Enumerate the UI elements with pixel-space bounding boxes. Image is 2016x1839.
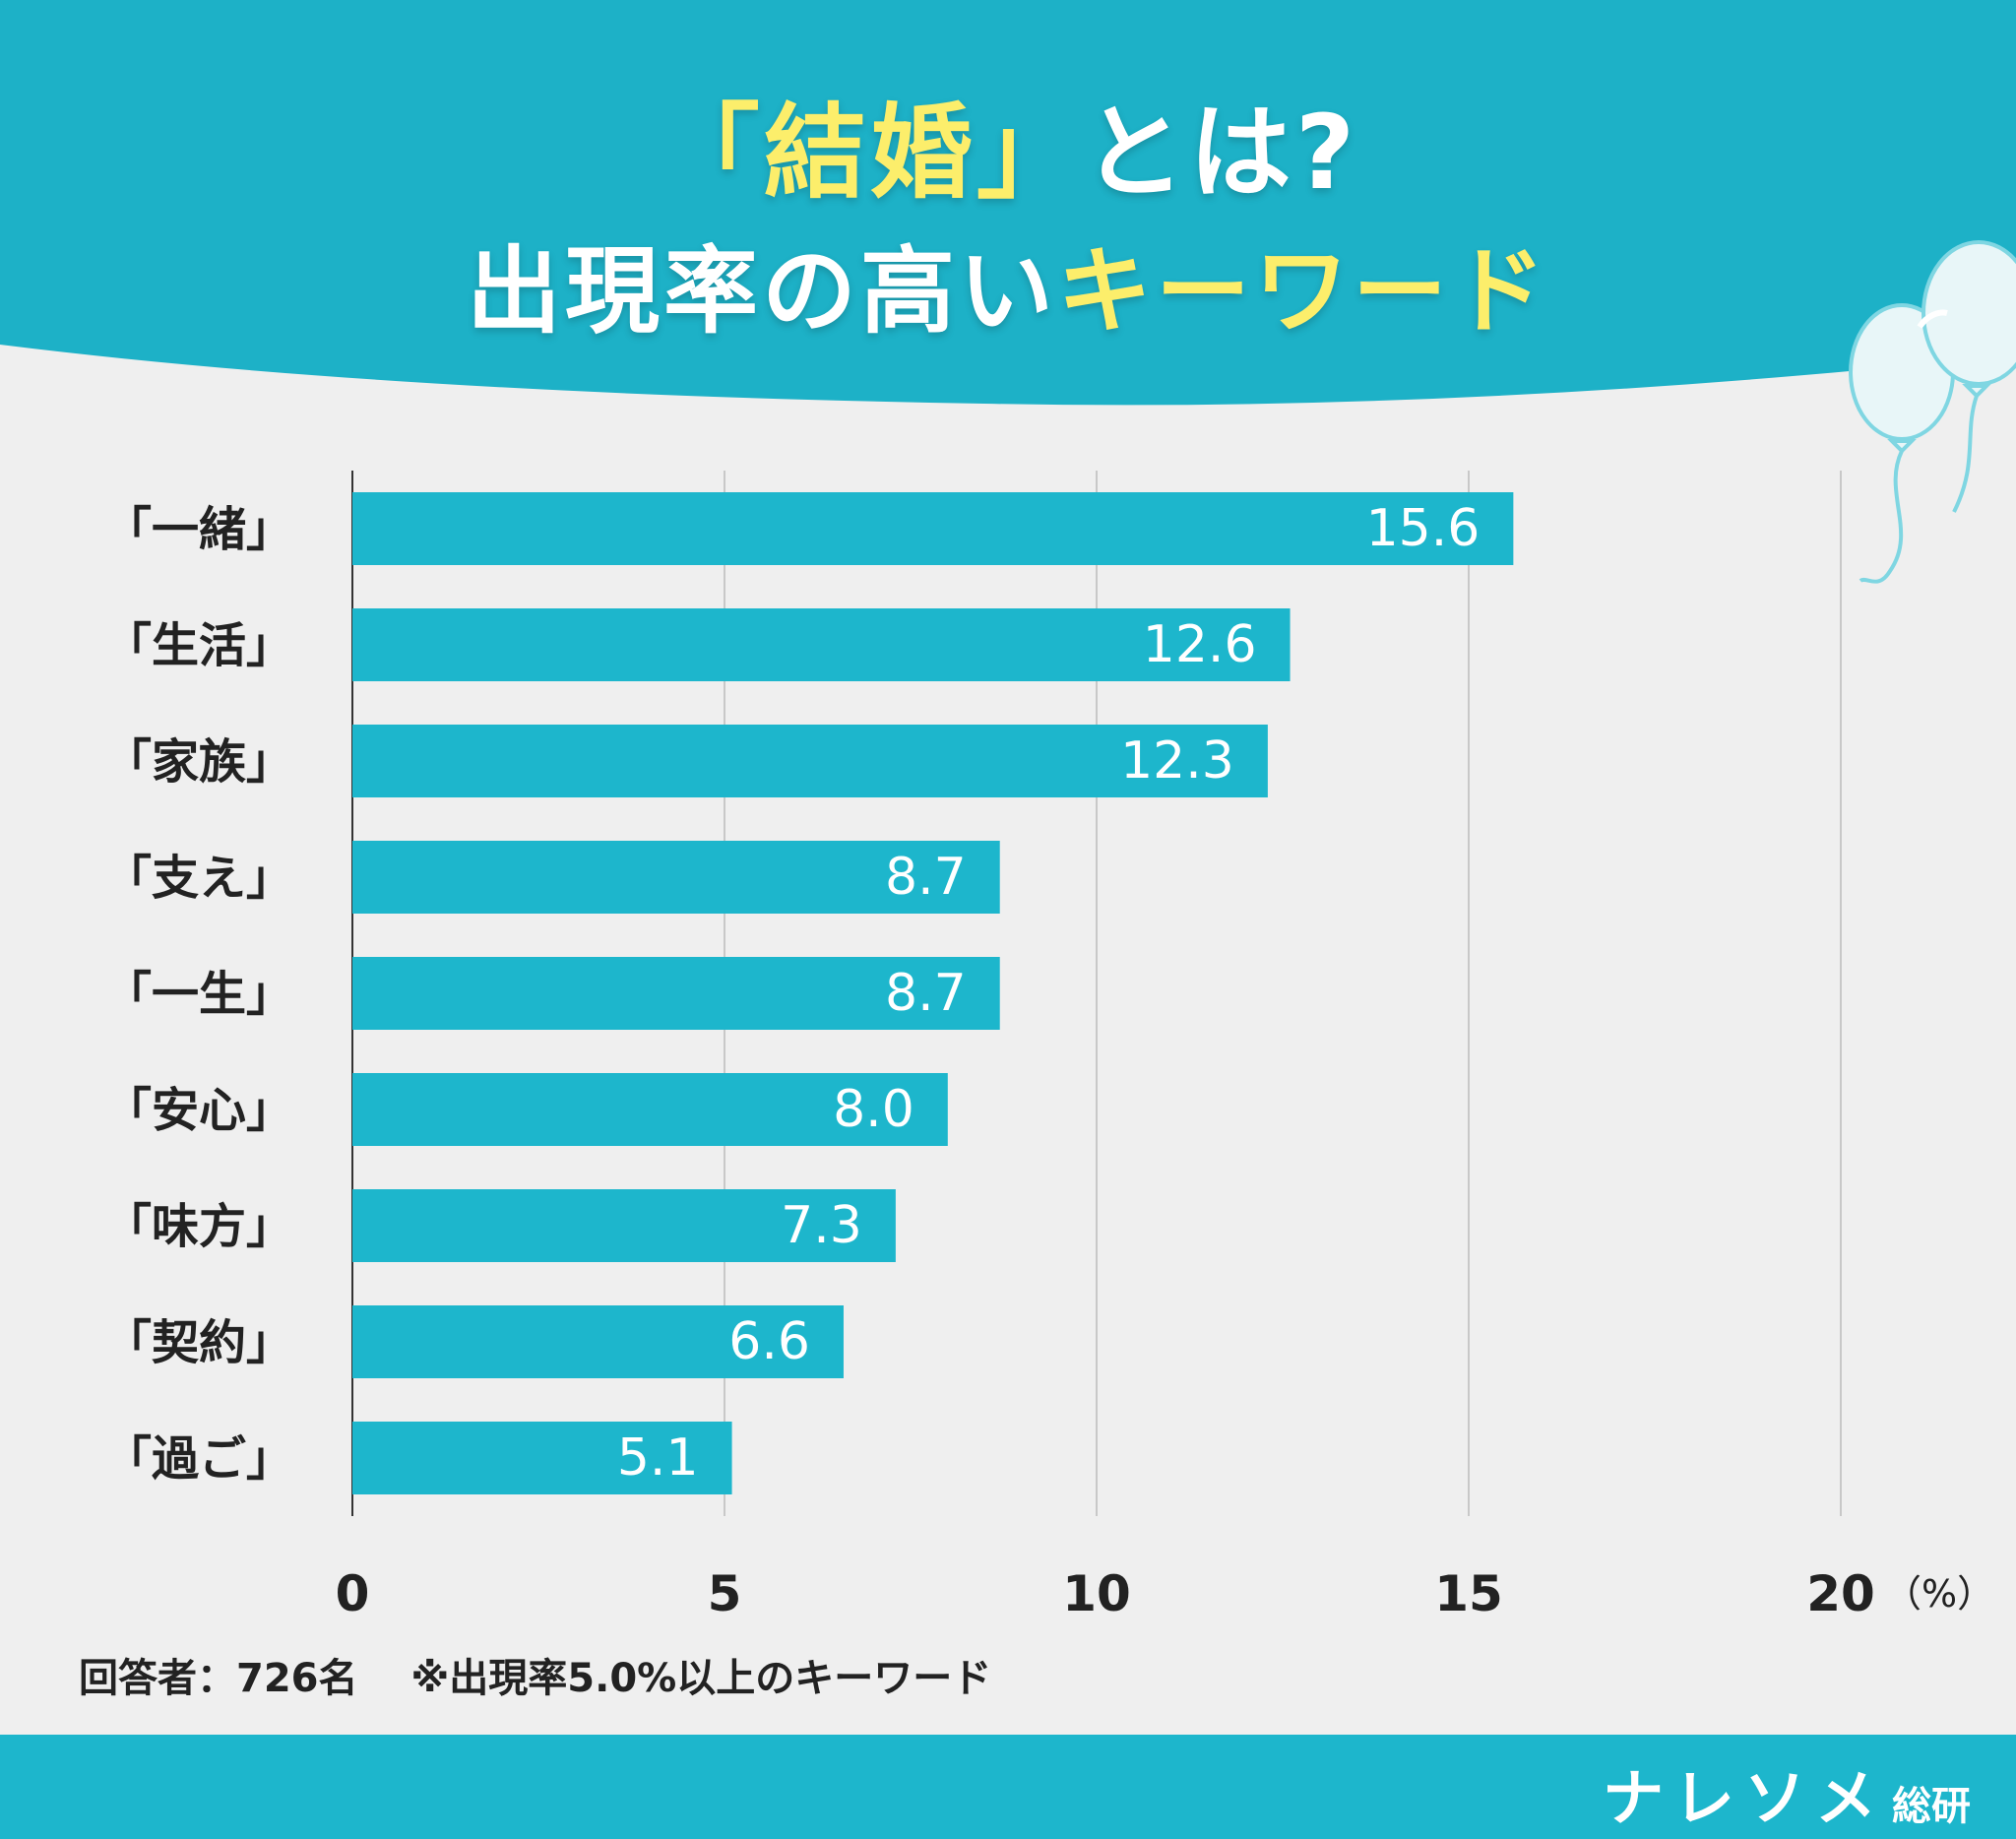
category-label: 「支え」: [104, 851, 293, 906]
category-label: 「生活」: [104, 618, 293, 673]
header-wave: [0, 0, 2016, 406]
data-label: 6.6: [728, 1312, 810, 1371]
bar: [352, 1305, 844, 1378]
category-label: 「一生」: [104, 967, 293, 1022]
category-label: 「過ご」: [104, 1431, 293, 1487]
data-label: 12.3: [1120, 731, 1234, 791]
subtitle-prefix: 出現率の高い: [467, 236, 1057, 347]
x-tick-label: 10: [1062, 1565, 1131, 1622]
x-unit-label: （%）: [1884, 1572, 1994, 1616]
brand-logo: ナレソメ 総研: [1603, 1748, 1971, 1837]
x-tick-label: 5: [708, 1565, 742, 1622]
title-suffix: とは?: [1082, 93, 1359, 213]
balloons-illustration: [1849, 240, 2016, 584]
x-tick-label: 15: [1434, 1565, 1503, 1622]
data-label: 5.1: [617, 1428, 699, 1488]
data-label: 12.6: [1143, 615, 1257, 674]
subtitle-keyword: キーワード: [1057, 236, 1549, 347]
data-label: 15.6: [1366, 499, 1480, 558]
data-label: 7.3: [781, 1196, 862, 1255]
category-label: 「安心」: [104, 1083, 293, 1138]
brand-name: ナレソメ: [1602, 1762, 1886, 1834]
footer-bar: ナレソメ 総研: [0, 1735, 2016, 1839]
bar: [352, 1073, 948, 1146]
data-label: 8.0: [833, 1080, 914, 1139]
bar: [352, 957, 1000, 1030]
chart-subtitle: 出現率の高いキーワード: [0, 215, 2016, 351]
x-tick-label: 0: [336, 1565, 370, 1622]
category-label: 「契約」: [104, 1315, 293, 1370]
bar: [352, 1422, 732, 1494]
category-label: 「家族」: [104, 734, 293, 790]
bar: [352, 492, 1514, 565]
data-label: 8.7: [885, 848, 967, 907]
title-keyword: 「結婚」: [657, 93, 1083, 213]
chart-title: 「結婚」とは?: [0, 69, 2016, 218]
data-label: 8.7: [885, 964, 967, 1023]
bar: [352, 841, 1000, 914]
category-label: 「味方」: [104, 1199, 293, 1254]
category-label: 「一緒」: [104, 502, 293, 557]
brand-subname: 総研: [1892, 1784, 1971, 1829]
x-tick-label: 20: [1806, 1565, 1875, 1622]
bar: [352, 1189, 896, 1262]
bar: [352, 608, 1291, 681]
bar: [352, 725, 1268, 797]
footnote: 回答者：726名 ※出現率5.0%以上のキーワード: [79, 1656, 992, 1701]
